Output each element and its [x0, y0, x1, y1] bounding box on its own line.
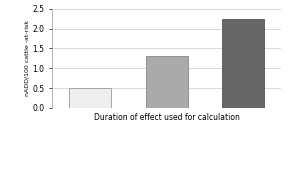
Bar [222, 19, 264, 108]
X-axis label: Duration of effect used for calculation: Duration of effect used for calculation [94, 113, 240, 122]
Bar [146, 56, 188, 108]
Y-axis label: nADD/100 cattle -at-risk: nADD/100 cattle -at-risk [25, 20, 30, 96]
Bar [69, 88, 111, 108]
